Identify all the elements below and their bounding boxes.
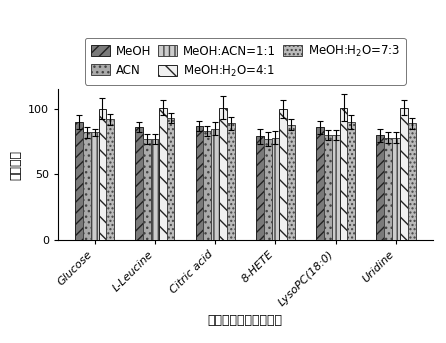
Bar (287, 125, 295, 240)
Bar (195, 126, 203, 240)
Bar (203, 131, 211, 240)
Bar (332, 135, 340, 240)
Bar (279, 109, 287, 240)
Bar (256, 137, 264, 240)
Bar (227, 123, 235, 240)
Bar (159, 108, 167, 240)
Bar (91, 132, 99, 240)
Bar (106, 119, 114, 240)
Bar (219, 108, 227, 240)
Bar (99, 109, 106, 240)
Bar (143, 139, 151, 240)
Bar (324, 135, 332, 240)
Bar (340, 108, 347, 240)
Bar (75, 122, 83, 240)
Legend: MeOH, ACN, MeOH:ACN=1:1, MeOH:H$_2$O=4:1, MeOH:H$_2$O=7:3: MeOH, ACN, MeOH:ACN=1:1, MeOH:H$_2$O=4:1… (85, 38, 406, 84)
Bar (167, 118, 174, 240)
Bar (400, 108, 408, 240)
Bar (151, 139, 159, 240)
Bar (211, 129, 219, 240)
Bar (272, 138, 279, 240)
Bar (264, 139, 272, 240)
Y-axis label: 相对信号: 相对信号 (9, 150, 22, 180)
Bar (408, 123, 416, 240)
X-axis label: 不同极性的内源代谢物: 不同极性的内源代谢物 (208, 314, 283, 327)
Bar (384, 138, 392, 240)
Bar (83, 132, 91, 240)
Bar (376, 135, 384, 240)
Bar (135, 127, 143, 240)
Bar (392, 138, 400, 240)
Bar (347, 122, 355, 240)
Bar (316, 127, 324, 240)
